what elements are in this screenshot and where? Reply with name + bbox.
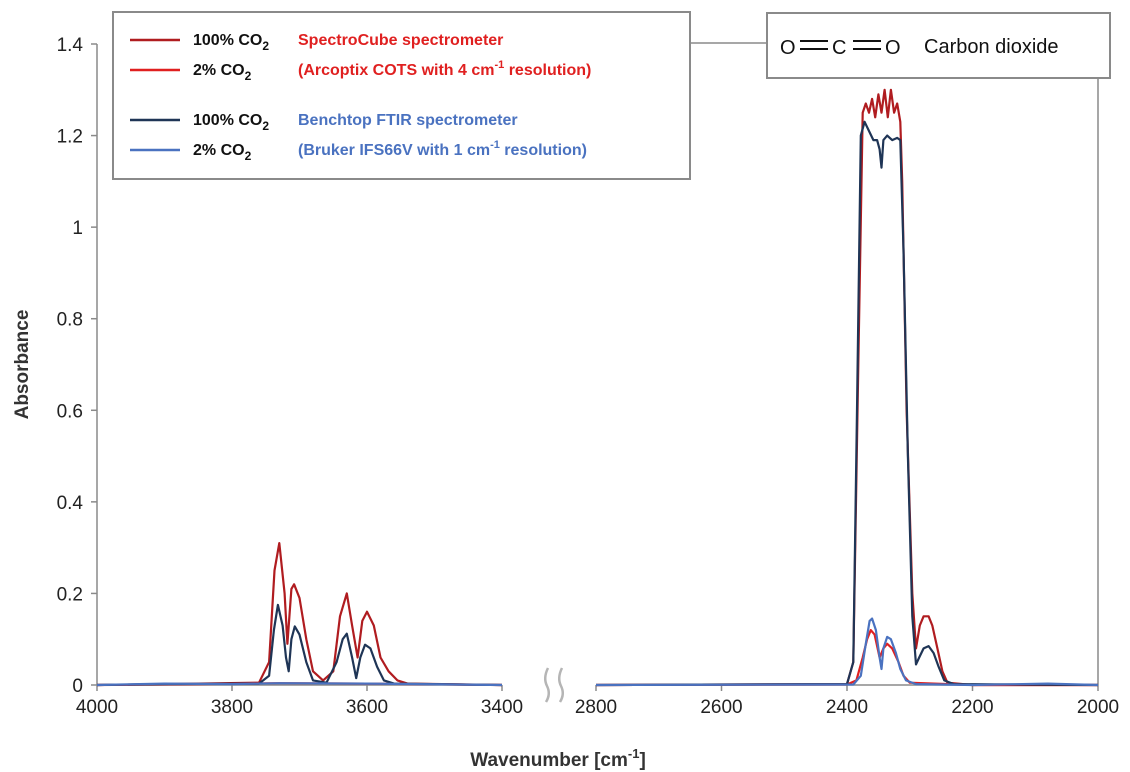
legend-detail: (Bruker IFS66V with 1 cm-1 resolution) <box>298 139 587 159</box>
x-tick-label: 3800 <box>211 697 253 718</box>
series-line-3 <box>595 120 1099 687</box>
legend-sample-subscript: 2 <box>245 149 252 163</box>
y-tick-label: 0.8 <box>57 310 83 331</box>
y-tick-label: 1.4 <box>57 35 84 56</box>
legend-sample-label: 2% CO2 <box>193 142 252 163</box>
legend-detail-end: resolution) <box>504 62 591 79</box>
legend-description: SpectroCube spectrometer <box>298 32 503 49</box>
atom-o-left: O <box>780 37 796 59</box>
legend-detail-text: (Bruker IFS66V with 1 cm <box>298 142 490 159</box>
axis-labels: Absorbance Wavenumber [cm-1] <box>12 310 646 771</box>
legend-sample-label: 100% CO2 <box>193 32 269 53</box>
x-axis-title-sup: -1 <box>628 746 640 761</box>
legend-sample-text: 2% CO <box>193 62 245 79</box>
legend-sample-text: 100% CO <box>193 112 262 129</box>
x-axis-title-end: ] <box>639 750 645 771</box>
series-line-4 <box>96 682 503 687</box>
series-line-2 <box>595 629 1098 687</box>
y-tick-label: 1.2 <box>57 127 83 148</box>
legend-sample-label: 2% CO2 <box>193 62 252 83</box>
x-tick-label: 2600 <box>700 697 742 718</box>
y-tick-label: 1 <box>72 218 83 239</box>
legend-description: Benchtop FTIR spectrometer <box>298 112 518 129</box>
x-axis-title-main: Wavenumber [cm <box>470 750 628 771</box>
legend-detail-end: resolution) <box>500 142 587 159</box>
molecule-box: O C O Carbon dioxide <box>766 12 1111 79</box>
molecule-name: Carbon dioxide <box>924 36 1059 58</box>
series-line-4 <box>595 617 1099 687</box>
y-tick-label: 0.6 <box>57 401 83 422</box>
series-layer <box>96 88 1099 687</box>
x-tick-label: 2800 <box>575 697 617 718</box>
legend-detail-sup: -1 <box>494 59 504 71</box>
legend-sample-subscript: 2 <box>245 69 252 83</box>
x-tick-label: 4000 <box>76 697 118 718</box>
legend-sample-label: 100% CO2 <box>193 112 269 133</box>
atom-c: C <box>832 37 846 59</box>
legend-sample-text: 100% CO <box>193 32 262 49</box>
x-tick-label: 3600 <box>346 697 388 718</box>
x-tick-label: 2200 <box>951 697 993 718</box>
x-tick-label: 3400 <box>481 697 523 718</box>
y-tick-label: 0.4 <box>57 493 84 514</box>
legend-detail: (Arcoptix COTS with 4 cm-1 resolution) <box>298 59 591 79</box>
y-axis-title: Absorbance <box>12 310 33 420</box>
legend-detail-sup: -1 <box>490 139 500 151</box>
axis-break-mark <box>544 667 550 703</box>
atom-o-right: O <box>885 37 901 59</box>
y-tick-label: 0.2 <box>57 584 83 605</box>
legend-box <box>112 11 691 180</box>
axis-break-mark <box>558 667 564 703</box>
axes: 0 0.2 0.4 0.6 0.8 1 1.2 1.4 4000 3800 3600 3400 2800… <box>57 35 1120 718</box>
x-tick-label: 2400 <box>826 697 868 718</box>
legend-detail-text: (Arcoptix COTS with 4 cm <box>298 62 494 79</box>
x-tick-label: 2000 <box>1077 697 1119 718</box>
series-line-1 <box>96 542 503 687</box>
series-line-3 <box>96 603 503 687</box>
legend-sample-subscript: 2 <box>262 39 269 53</box>
legend-sample-text: 2% CO <box>193 142 245 159</box>
molecule-frame <box>766 12 1111 79</box>
x-axis-title: Wavenumber [cm-1] <box>470 746 646 771</box>
y-tick-label: 0 <box>72 676 83 697</box>
legend-sample-subscript: 2 <box>262 119 269 133</box>
series-line-1 <box>595 88 1098 687</box>
